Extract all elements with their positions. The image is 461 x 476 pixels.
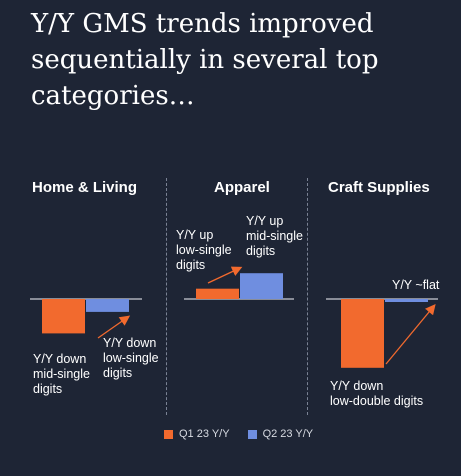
category-title-home-living: Home & Living [32,179,138,196]
legend-swatch-q1 [164,429,173,439]
legend-item-q1: Q1 23 Y/Y [164,428,230,440]
trend-arrow-home-living [97,315,131,339]
category-title-craft-supplies: Craft Supplies [328,179,430,196]
annotation-apparel-q2: Y/Y up mid-single digits [246,214,303,258]
bar-craft-supplies-q2-23-y-y [385,299,428,302]
legend: Q1 23 Y/Y Q2 23 Y/Y [164,428,331,440]
legend-label-q2: Q2 23 Y/Y [262,428,314,440]
divider-right [307,178,308,415]
bar-home-living-q2-23-y-y [86,299,129,312]
annotation-apparel-q1: Y/Y up low-single digits [176,228,232,272]
legend-swatch-q2 [247,429,257,439]
legend-label-q1: Q1 23 Y/Y [179,428,230,440]
category-title-apparel: Apparel [214,179,270,196]
annotation-craft-q2: Y/Y ~flat [392,278,440,292]
trend-arrow-apparel [207,266,243,284]
bar-home-living-q1-23-y-y [42,299,85,334]
annotation-home-q1: Y/Y down mid-single digits [33,352,90,396]
bar-apparel-q1-23-y-y [196,288,239,299]
bar-craft-supplies-q1-23-y-y [341,299,384,368]
annotation-home-q2: Y/Y down low-single digits [103,336,159,380]
legend-item-q2: Q2 23 Y/Y [247,428,314,440]
bar-apparel-q2-23-y-y [240,273,283,299]
slide-title: Y/Y GMS trends improved sequentially in … [31,9,379,111]
divider-left [166,178,167,415]
trend-arrow-craft-supplies [385,303,436,365]
annotation-craft-q1: Y/Y down low-double digits [330,379,424,408]
